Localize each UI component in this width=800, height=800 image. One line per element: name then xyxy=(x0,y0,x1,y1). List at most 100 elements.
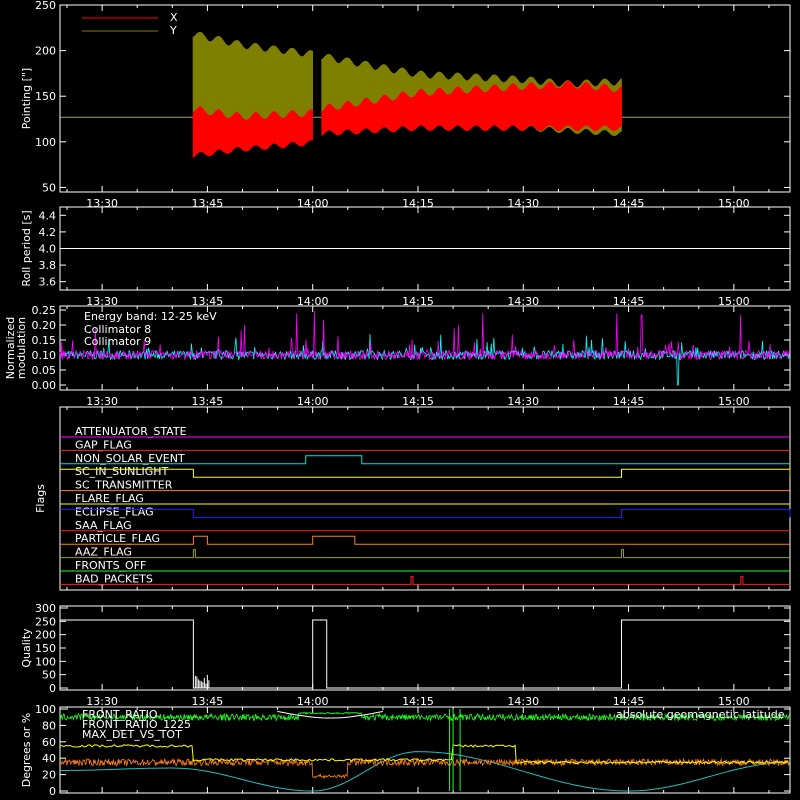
y-tick-label: 200 xyxy=(35,629,56,642)
flag-line-sc-in-sunlight xyxy=(60,468,791,478)
flag-label-saa-flag: SAA_FLAG xyxy=(75,519,132,532)
series-front-ratio xyxy=(277,711,383,719)
y-tick-label: 0.25 xyxy=(32,304,57,317)
y-tick-label: 100 xyxy=(35,655,56,668)
y-axis-label-text: Flags xyxy=(34,484,47,513)
flag-label-fronts-off: FRONTS_OFF xyxy=(75,559,146,572)
legend-label-y: Y xyxy=(169,24,177,37)
series-yellow-ratio xyxy=(60,744,789,765)
x-tick-label: 14:00 xyxy=(297,295,329,308)
legend-label-collimator-8: Collimator 8 xyxy=(84,323,151,336)
y-axis-label-text: Quality xyxy=(20,628,33,668)
series-y-band-front xyxy=(192,32,622,120)
y-tick-label: 250 xyxy=(35,0,56,12)
flag-label-eclipse-flag: ECLIPSE_FLAG xyxy=(75,505,154,518)
y-tick-label: 150 xyxy=(35,642,56,655)
y-tick-label: 3.6 xyxy=(39,276,57,289)
legend-label-front-ratio-1225: FRONT_RATIO_1225 xyxy=(82,718,191,731)
legend-label-front-ratio: FRONT_RATIO xyxy=(82,708,158,721)
flag-line-aaz-flag xyxy=(60,549,790,559)
x-tick-label: 14:15 xyxy=(402,295,434,308)
y-tick-label: 50 xyxy=(42,181,56,194)
series-front-ratio-1225 xyxy=(59,711,790,722)
panel-frame-5 xyxy=(59,706,791,794)
x-tick-label: 15:00 xyxy=(718,295,750,308)
y-tick-label: 0 xyxy=(49,785,56,798)
legend-label-geomagnetic-latitude: absolute geomagnetic latitude xyxy=(616,708,785,721)
x-tick-label: 13:30 xyxy=(86,695,118,708)
y-axis-label: Flags xyxy=(34,484,47,513)
y-tick-label: 4.0 xyxy=(39,243,57,256)
x-tick-label: 13:45 xyxy=(192,695,224,708)
legend-label-x: X xyxy=(170,11,178,24)
y-tick-label: 200 xyxy=(35,45,56,58)
x-tick-label: 14:45 xyxy=(613,295,645,308)
y-axis-label-text: Degrees or % xyxy=(20,713,33,787)
series-collimator-8 xyxy=(59,333,790,386)
y-axis-label-text: modulation xyxy=(15,317,28,379)
series-geomagnetic-latitude xyxy=(60,751,790,792)
x-tick-label: 15:00 xyxy=(718,695,750,708)
panel-frame-2 xyxy=(59,305,791,391)
y-axis-label-text: Roll period [s] xyxy=(20,210,33,286)
series-x-band xyxy=(192,78,622,158)
flag-label-gap-flag: GAP_FLAG xyxy=(75,438,132,451)
y-axis-label: Pointing ["] xyxy=(20,68,33,129)
flag-label-aaz-flag: AAZ_FLAG xyxy=(75,546,132,559)
y-tick-label: 0.05 xyxy=(32,364,57,377)
y-tick-label: 150 xyxy=(35,90,56,103)
y-axis-label-text: Pointing ["] xyxy=(20,68,33,129)
flag-label-flare-flag: FLARE_FLAG xyxy=(75,492,144,505)
legend-label-collimator-9: Collimator 9 xyxy=(84,335,151,348)
y-axis-label: Quality xyxy=(20,628,33,668)
panel-frame-3 xyxy=(59,406,791,591)
flag-label-non-solar-event: NON_SOLAR_EVENT xyxy=(75,452,185,465)
x-tick-label: 14:30 xyxy=(507,295,539,308)
x-tick-label: 15:00 xyxy=(718,395,750,408)
x-tick-label: 13:45 xyxy=(192,395,224,408)
x-tick-label: 13:30 xyxy=(86,295,118,308)
legend-label-max-det-vs-tot: MAX_DET_VS_TOT xyxy=(82,728,182,741)
y-tick-label: 20 xyxy=(42,769,56,782)
y-axis-label-text: Normalized xyxy=(4,317,17,379)
x-tick-label: 14:45 xyxy=(613,695,645,708)
panel-frame-0 xyxy=(59,4,791,193)
x-tick-label: 14:00 xyxy=(297,395,329,408)
y-tick-label: 0.20 xyxy=(32,319,57,332)
y-tick-label: 0.00 xyxy=(32,379,57,392)
y-tick-label: 100 xyxy=(35,703,56,716)
y-tick-label: 80 xyxy=(42,719,56,732)
y-tick-label: 0.15 xyxy=(32,334,57,347)
flag-line-eclipse-flag xyxy=(60,508,791,518)
x-tick-label: 14:00 xyxy=(297,695,329,708)
flag-label-particle-flag: PARTICLE_FLAG xyxy=(75,532,160,545)
flag-label-bad-packets: BAD_PACKETS xyxy=(75,572,153,585)
x-tick-label: 14:15 xyxy=(402,395,434,408)
y-tick-label: 50 xyxy=(42,669,56,682)
x-tick-label: 13:45 xyxy=(192,295,224,308)
panel-frame-4 xyxy=(59,605,791,691)
y-tick-label: 0 xyxy=(49,682,56,695)
flag-label-attenuator-state: ATTENUATOR_STATE xyxy=(75,425,187,438)
x-tick-label: 13:30 xyxy=(86,395,118,408)
x-tick-label: 14:30 xyxy=(507,695,539,708)
y-tick-label: 4.2 xyxy=(39,226,57,239)
y-tick-label: 100 xyxy=(35,136,56,149)
energy-band-annotation: Energy band: 12-25 keV xyxy=(84,310,217,323)
x-tick-label: 14:45 xyxy=(613,395,645,408)
y-axis-label: Degrees or % xyxy=(20,713,33,787)
flag-line-bad-packets xyxy=(60,575,790,585)
y-tick-label: 40 xyxy=(42,752,56,765)
y-tick-label: 300 xyxy=(35,602,56,615)
y-tick-label: 0.10 xyxy=(32,349,57,362)
y-tick-label: 3.8 xyxy=(39,259,57,272)
y-tick-label: 250 xyxy=(35,615,56,628)
series-collimator-9 xyxy=(59,311,790,361)
y-tick-label: 60 xyxy=(42,736,56,749)
flag-label-sc-transmitter: SC_TRANSMITTER xyxy=(75,479,173,492)
x-tick-label: 14:30 xyxy=(507,395,539,408)
quality-line xyxy=(59,619,791,689)
flag-line-particle-flag xyxy=(60,535,790,545)
